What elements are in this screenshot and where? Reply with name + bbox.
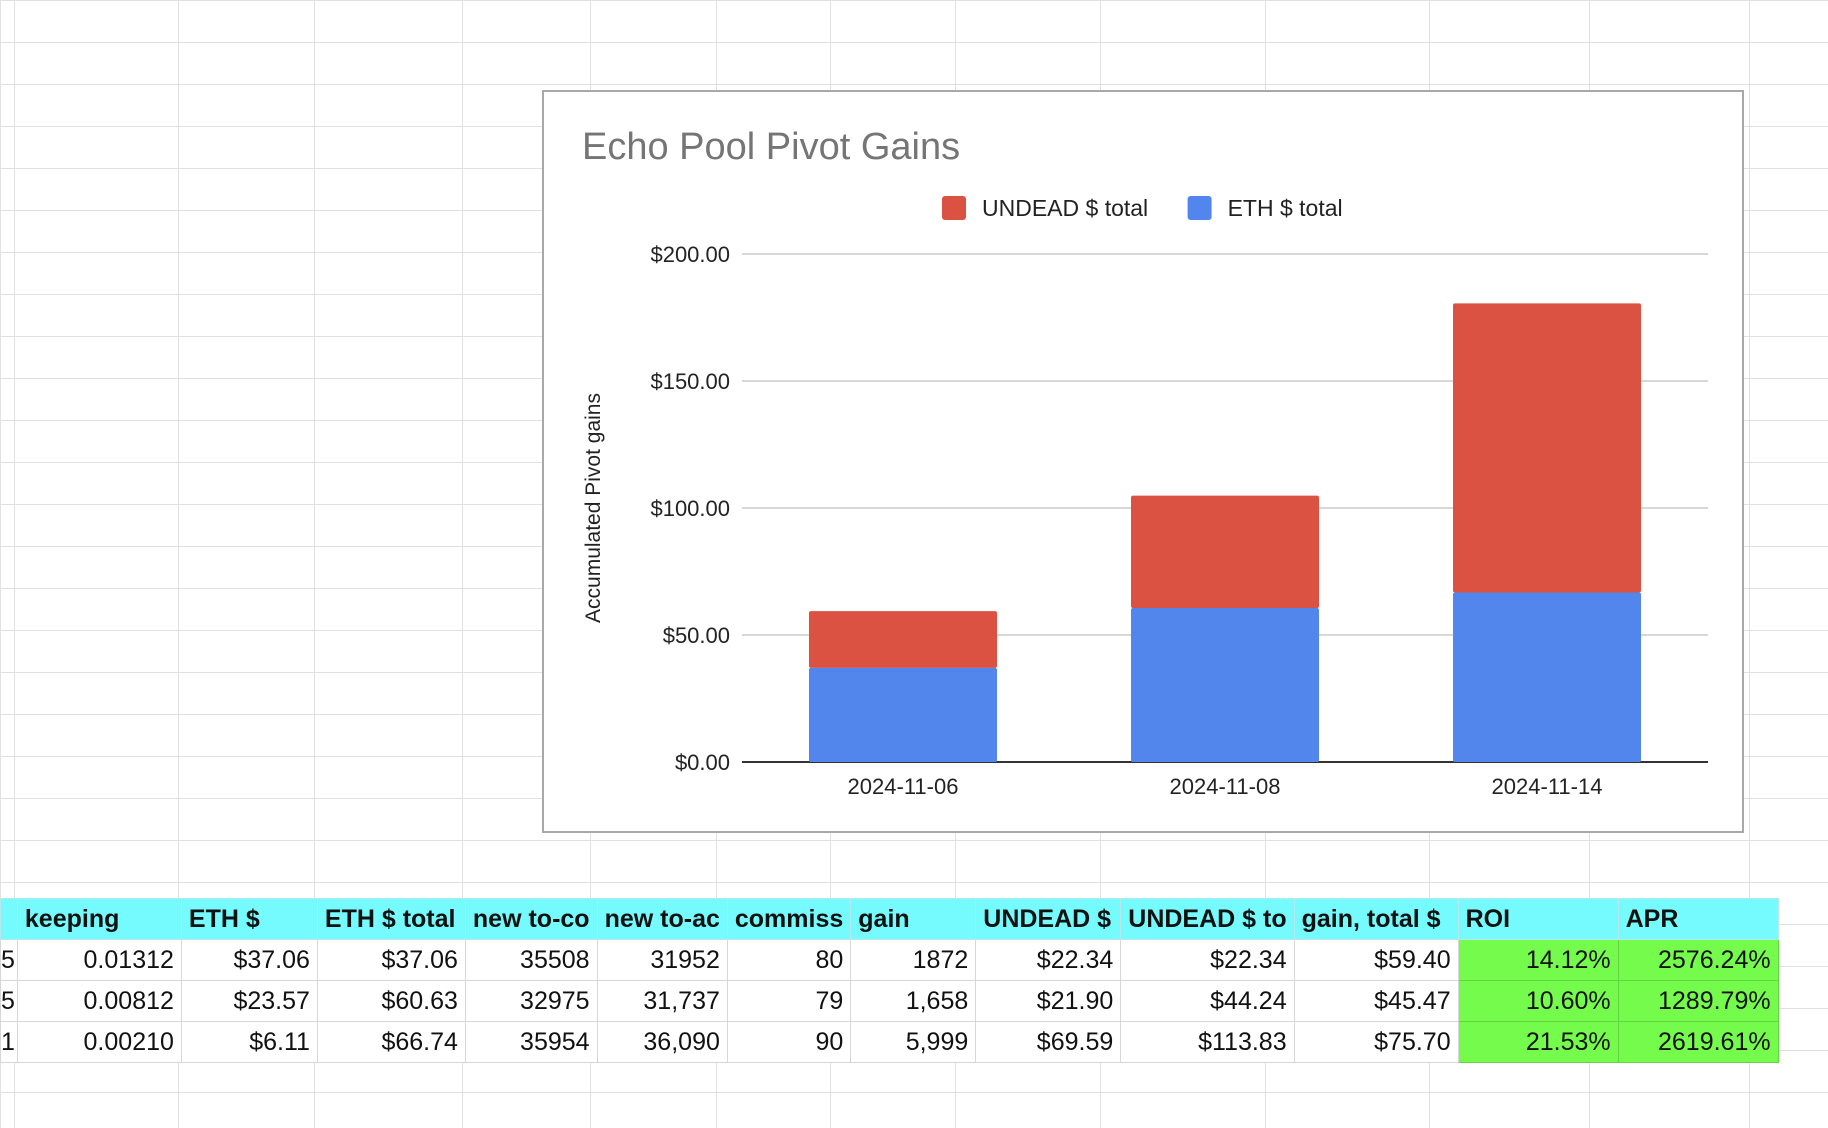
column-header[interactable]: UNDEAD $ to — [1120, 898, 1295, 940]
column-header[interactable]: ETH $ — [180, 898, 318, 940]
table-cell[interactable]: 1 — [0, 1021, 18, 1063]
table-cell[interactable]: 79 — [726, 980, 852, 1022]
column-header[interactable]: commiss — [726, 898, 852, 940]
table-header-row: keeping ETH $ ETH $ total new to-co new to-a… — [0, 898, 1779, 940]
column-header[interactable]: gain — [850, 898, 977, 940]
bar-eth-total — [1453, 592, 1641, 762]
column-header[interactable]: new to-ac — [596, 898, 728, 940]
table-cell[interactable]: 5,999 — [850, 1021, 977, 1063]
legend-swatch — [942, 196, 966, 220]
column-header[interactable]: ETH $ total — [316, 898, 466, 940]
table-cell[interactable]: 0.00812 — [16, 980, 182, 1022]
y-tick-label: $150.00 — [650, 369, 730, 394]
bar-undead-total — [809, 611, 997, 668]
x-tick-label: 2024-11-08 — [1170, 774, 1281, 799]
table-cell[interactable]: 35954 — [464, 1021, 598, 1063]
table-cell[interactable]: 5 — [0, 939, 18, 981]
table-cell[interactable]: 80 — [726, 939, 852, 981]
table-cell[interactable]: $37.06 — [180, 939, 318, 981]
table-cell[interactable]: $21.90 — [975, 980, 1122, 1022]
column-header[interactable]: new to-co — [464, 898, 598, 940]
bar-eth-total — [1131, 607, 1319, 762]
table-cell[interactable]: $69.59 — [975, 1021, 1122, 1063]
table-cell[interactable]: $22.34 — [975, 939, 1122, 981]
table-cell[interactable]: 0.00210 — [16, 1021, 182, 1063]
table-cell[interactable]: 21.53% — [1457, 1021, 1619, 1063]
table-cell[interactable]: 31952 — [596, 939, 728, 981]
column-header[interactable]: ROI — [1457, 898, 1619, 940]
column-header[interactable] — [0, 898, 18, 940]
y-tick-label: $200.00 — [650, 242, 730, 267]
table-cell[interactable]: $66.74 — [316, 1021, 466, 1063]
y-tick-label: $50.00 — [663, 623, 730, 648]
table-cell[interactable]: 2576.24% — [1617, 939, 1779, 981]
table-cell[interactable]: 31,737 — [596, 980, 728, 1022]
table-row: 5 0.01312 $37.06 $37.06 35508 31952 80 1872 $22.… — [0, 939, 1779, 981]
table-cell[interactable]: $59.40 — [1293, 939, 1459, 981]
table-cell[interactable]: 10.60% — [1457, 980, 1619, 1022]
table-cell[interactable]: 14.12% — [1457, 939, 1619, 981]
table-cell[interactable]: 90 — [726, 1021, 852, 1063]
x-tick-label: 2024-11-14 — [1492, 774, 1603, 799]
table-cell[interactable]: $113.83 — [1120, 1021, 1295, 1063]
table-cell[interactable]: 35508 — [464, 939, 598, 981]
table-cell[interactable]: $44.24 — [1120, 980, 1295, 1022]
table-cell[interactable]: $45.47 — [1293, 980, 1459, 1022]
table-cell[interactable]: $75.70 — [1293, 1021, 1459, 1063]
bar-undead-total — [1453, 303, 1641, 593]
legend-label: UNDEAD $ total — [982, 195, 1148, 221]
table-cell[interactable]: $60.63 — [316, 980, 466, 1022]
table-cell[interactable]: $37.06 — [316, 939, 466, 981]
y-tick-label: $0.00 — [675, 750, 730, 775]
legend-label: ETH $ total — [1228, 195, 1343, 221]
chart-card[interactable]: Echo Pool Pivot Gains $0.00 $50.00 $100.00… — [542, 90, 1744, 833]
x-tick-label: 2024-11-06 — [848, 774, 959, 799]
legend-swatch — [1187, 196, 1212, 220]
table-cell[interactable]: $6.11 — [180, 1021, 318, 1063]
table-cell[interactable]: 0.01312 — [16, 939, 182, 981]
table-row: 1 0.00210 $6.11 $66.74 35954 36,090 90 5,999 $69… — [0, 1021, 1779, 1063]
table-cell[interactable]: 1289.79% — [1617, 980, 1779, 1022]
column-header[interactable]: keeping — [16, 898, 182, 940]
y-tick-label: $100.00 — [650, 496, 730, 521]
data-table: keeping ETH $ ETH $ total new to-co new to-a… — [0, 898, 1779, 1063]
chart-title: Echo Pool Pivot Gains — [582, 126, 961, 168]
table-cell[interactable]: 32975 — [464, 980, 598, 1022]
table-cell[interactable]: $22.34 — [1120, 939, 1295, 981]
bar-undead-total — [1131, 495, 1319, 608]
stacked-bar-chart: $0.00 $50.00 $100.00 $150.00 $200.00 Accumula… — [582, 195, 1708, 799]
table-cell[interactable]: 2619.61% — [1617, 1021, 1779, 1063]
table-cell[interactable]: 36,090 — [596, 1021, 728, 1063]
table-cell[interactable]: 5 — [0, 980, 18, 1022]
table-row: 5 0.00812 $23.57 $60.63 32975 31,737 79 1,658 $2… — [0, 980, 1779, 1022]
column-header[interactable]: APR — [1617, 898, 1779, 940]
column-header[interactable]: UNDEAD $ — [975, 898, 1122, 940]
table-cell[interactable]: $23.57 — [180, 980, 318, 1022]
bar-eth-total — [809, 667, 997, 762]
table-cell[interactable]: 1,658 — [850, 980, 977, 1022]
table-cell[interactable]: 1872 — [850, 939, 977, 981]
y-axis-title: Accumulated Pivot gains — [582, 393, 605, 623]
column-header[interactable]: gain, total $ — [1293, 898, 1459, 940]
